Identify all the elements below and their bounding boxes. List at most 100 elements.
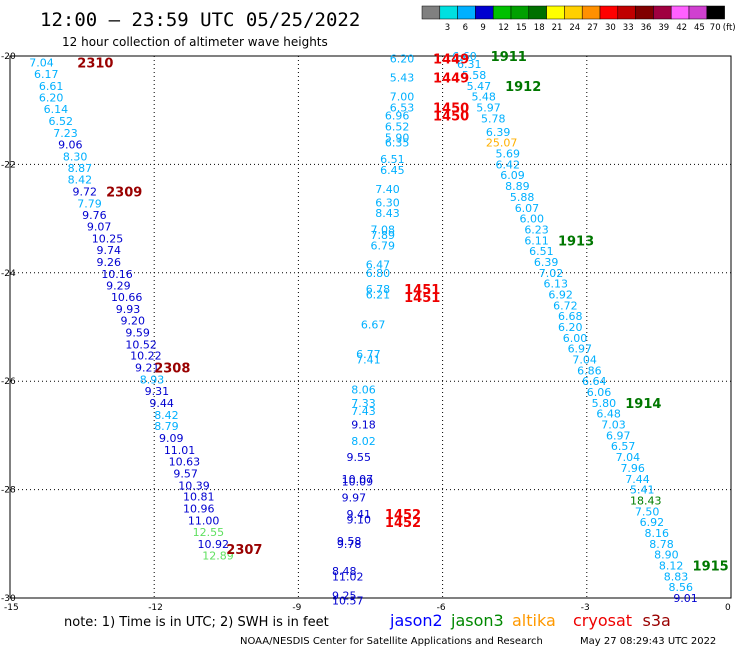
data-point: 7.04 xyxy=(29,57,54,70)
data-point: 10.96 xyxy=(183,503,215,516)
data-point: 6.14 xyxy=(44,103,69,116)
data-point: 9.21 xyxy=(135,362,160,375)
data-point: 10.66 xyxy=(111,291,143,304)
data-point: 9.93 xyxy=(116,303,141,316)
data-point: 8.42 xyxy=(68,174,93,187)
data-point: 6.67 xyxy=(361,318,386,331)
data-point: 6.23 xyxy=(524,223,549,236)
time-annotation: 1912 xyxy=(505,80,541,95)
data-point: 6.52 xyxy=(48,115,73,128)
x-tick-label: -3 xyxy=(581,603,590,613)
footnote: note: 1) Time is in UTC; 2) SWH is in fe… xyxy=(64,615,329,630)
data-point: 6.20 xyxy=(390,53,415,66)
data-point: 11.01 xyxy=(164,444,196,457)
time-annotation: 1449 xyxy=(433,72,469,87)
data-point: 18.43 xyxy=(630,494,662,507)
data-point: 6.07 xyxy=(515,202,540,215)
data-point: 8.48 xyxy=(332,565,357,578)
data-point: 6.80 xyxy=(366,267,391,280)
data-point: 6.00 xyxy=(520,213,545,226)
axis-ticks: -15 -12 -9 -6 -3 0-20-22-24-26-28-30 xyxy=(1,52,731,613)
data-point: 9.01 xyxy=(673,592,698,605)
data-point: 5.43 xyxy=(390,72,415,85)
time-annotation: 2307 xyxy=(226,543,262,558)
legend-swatch xyxy=(546,5,565,20)
data-point: 9.18 xyxy=(351,419,376,432)
data-point: 6.77 xyxy=(356,348,381,361)
data-point: 10.92 xyxy=(197,538,229,551)
legend-swatch xyxy=(457,5,476,20)
legend-bin-label: 33 xyxy=(623,23,634,33)
data-point: 6.57 xyxy=(611,440,636,453)
data-point: 5.69 xyxy=(495,148,520,161)
time-annotation: 1452 xyxy=(385,508,421,523)
wave-height-labels: 7.046.176.616.206.146.527.239.068.308.87… xyxy=(29,50,698,608)
legend-swatch xyxy=(528,5,547,20)
legend-swatch xyxy=(475,5,494,20)
data-point: 6.42 xyxy=(495,158,520,171)
data-point: 11.02 xyxy=(332,570,364,583)
data-point: 6.45 xyxy=(380,164,405,177)
data-point: 8.06 xyxy=(351,383,376,396)
color-legend: 3 6 9 12 15 18 21 24 27 30 33 36 39 42 45 70 (ft) xyxy=(421,5,736,33)
data-point: 9.41 xyxy=(346,508,371,521)
satellite-name: altika xyxy=(512,611,556,630)
data-point: 9.20 xyxy=(121,314,146,327)
data-point: 6.96 xyxy=(385,110,410,123)
time-annotation: 1451 xyxy=(404,283,440,298)
legend-swatch xyxy=(439,5,458,20)
data-point: 5.78 xyxy=(481,112,506,125)
legend-swatch xyxy=(688,5,708,20)
time-annotation: 1450 xyxy=(433,110,469,125)
data-point: 9.09 xyxy=(159,432,184,445)
legend-bin-label: 36 xyxy=(641,23,652,33)
time-annotation: 1913 xyxy=(558,234,594,249)
legend-bin-label: 39 xyxy=(658,23,669,33)
data-point: 10.09 xyxy=(342,475,374,488)
data-point: 8.89 xyxy=(505,180,530,193)
data-point: 6.20 xyxy=(39,92,64,105)
data-point: 6.39 xyxy=(534,256,559,269)
satellite-name: jason3 xyxy=(450,611,504,630)
y-tick-label: -28 xyxy=(1,486,16,496)
data-point: 25.07 xyxy=(486,137,518,150)
data-point: 6.13 xyxy=(544,278,569,291)
time-annotation: 1915 xyxy=(693,559,729,574)
data-point: 8.43 xyxy=(375,207,400,220)
data-point: 6.35 xyxy=(385,137,410,150)
legend-swatch xyxy=(706,5,725,20)
data-point: 9.44 xyxy=(149,397,174,410)
time-annotation: 2309 xyxy=(106,186,142,201)
data-point: 8.42 xyxy=(154,409,179,422)
data-point: 6.97 xyxy=(606,429,631,442)
data-point: 6.00 xyxy=(563,332,588,345)
legend-unit: (ft) xyxy=(723,23,736,33)
time-annotation: 1911 xyxy=(491,50,527,65)
time-annotations: 2310230923082307144914491450145014511451… xyxy=(77,50,728,574)
data-point: 9.58 xyxy=(337,535,362,548)
legend-bin-label: 30 xyxy=(605,23,616,33)
data-point: 9.57 xyxy=(173,467,198,480)
data-point: 6.92 xyxy=(548,288,573,301)
data-point: 9.06 xyxy=(58,138,83,151)
data-point: 6.53 xyxy=(390,101,415,114)
legend-swatch xyxy=(670,5,690,20)
satellite-name: cryosat xyxy=(573,611,632,630)
data-point: 9.55 xyxy=(346,451,371,464)
data-point: 11.00 xyxy=(188,514,220,527)
data-point: 7.03 xyxy=(601,419,626,432)
data-point: 9.97 xyxy=(342,492,367,505)
data-point: 9.26 xyxy=(97,256,122,269)
data-point: 8.93 xyxy=(140,374,165,387)
x-tick-label: -6 xyxy=(437,603,446,613)
data-point: 7.00 xyxy=(390,91,415,104)
legend-bin-label: 18 xyxy=(534,23,545,33)
data-point: 6.78 xyxy=(366,283,391,296)
legend-bin-label: 24 xyxy=(569,23,580,33)
data-point: 7.89 xyxy=(371,229,396,242)
legend-swatch xyxy=(421,5,441,20)
data-point: 7.44 xyxy=(625,473,650,486)
data-point: 6.86 xyxy=(577,364,602,377)
data-point: 7.23 xyxy=(53,127,77,140)
